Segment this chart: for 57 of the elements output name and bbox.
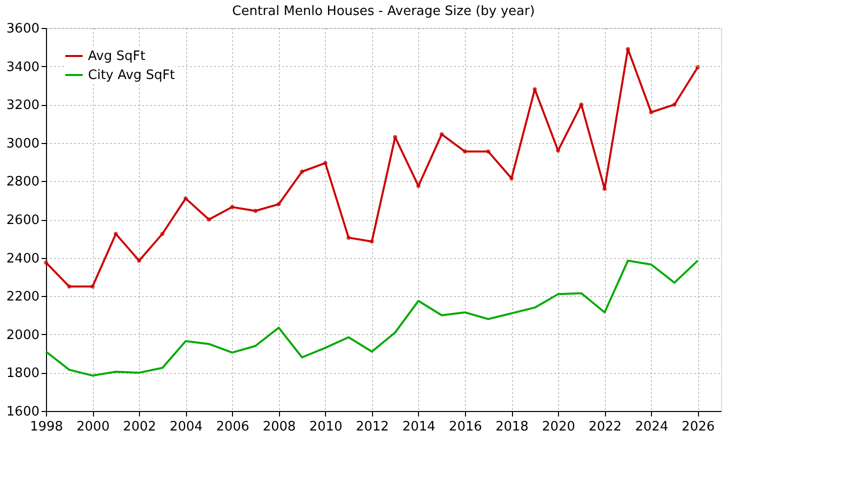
point: [323, 160, 328, 166]
x-tick-label: 2018: [495, 420, 529, 434]
point: [462, 149, 468, 154]
y-tick-label: 1600: [6, 404, 40, 420]
x-tick-label: 1998: [30, 420, 64, 434]
x-tick-label: 2000: [76, 420, 110, 434]
y-tick-label: 2000: [6, 328, 40, 343]
legend-label: City Avg SqFt: [88, 68, 175, 83]
x-tick-label: 2010: [309, 420, 342, 434]
x-tick-label: 2008: [262, 420, 296, 434]
x-tick-label: 2014: [402, 420, 436, 434]
point: [206, 217, 212, 222]
x-tick-label: 2026: [682, 420, 715, 434]
x-tick-label: 2022: [588, 420, 622, 434]
y-tick-label: 3000: [6, 136, 40, 152]
y-tick-label: 1800: [6, 366, 40, 382]
x-tick-label: 2006: [216, 420, 250, 434]
point: [393, 135, 398, 140]
point: [114, 232, 118, 236]
chart-title: Central Menlo Houses - Average Size (by year): [232, 4, 535, 19]
point: [602, 186, 607, 191]
point: [67, 284, 72, 289]
x-tick-label: 2012: [356, 420, 389, 434]
x-tick-label: 2004: [170, 420, 203, 434]
point: [44, 260, 48, 265]
x-tick-label: 2016: [448, 420, 482, 434]
point: [672, 102, 677, 107]
point: [230, 204, 234, 210]
point: [90, 284, 95, 289]
x-tick-label: 2002: [123, 420, 156, 434]
point: [276, 202, 281, 206]
y-tick-label: 3400: [6, 60, 40, 75]
x-tick-label: 2020: [542, 420, 576, 434]
point: [509, 176, 514, 180]
line-series: [45, 260, 699, 377]
y-tick-label: 2800: [6, 174, 40, 190]
y-tick-label: 2400: [6, 251, 40, 266]
x-tick-label: 2024: [635, 420, 668, 434]
point: [370, 239, 374, 244]
y-tick-label: 2600: [6, 213, 40, 228]
point: [649, 110, 654, 114]
point: [184, 196, 188, 201]
point: [160, 232, 164, 236]
point: [696, 65, 700, 70]
legend-label: Avg SqFt: [88, 49, 146, 64]
point: [136, 258, 142, 263]
point: [579, 102, 584, 107]
point: [253, 208, 258, 213]
y-tick-label: 2200: [6, 290, 40, 305]
point: [346, 236, 351, 240]
y-tick-label: 3200: [6, 98, 40, 114]
point: [300, 170, 304, 174]
point: [440, 132, 444, 136]
y-tick-label: 3600: [6, 22, 40, 36]
point: [486, 149, 490, 154]
point: [626, 46, 630, 52]
point: [532, 87, 537, 92]
